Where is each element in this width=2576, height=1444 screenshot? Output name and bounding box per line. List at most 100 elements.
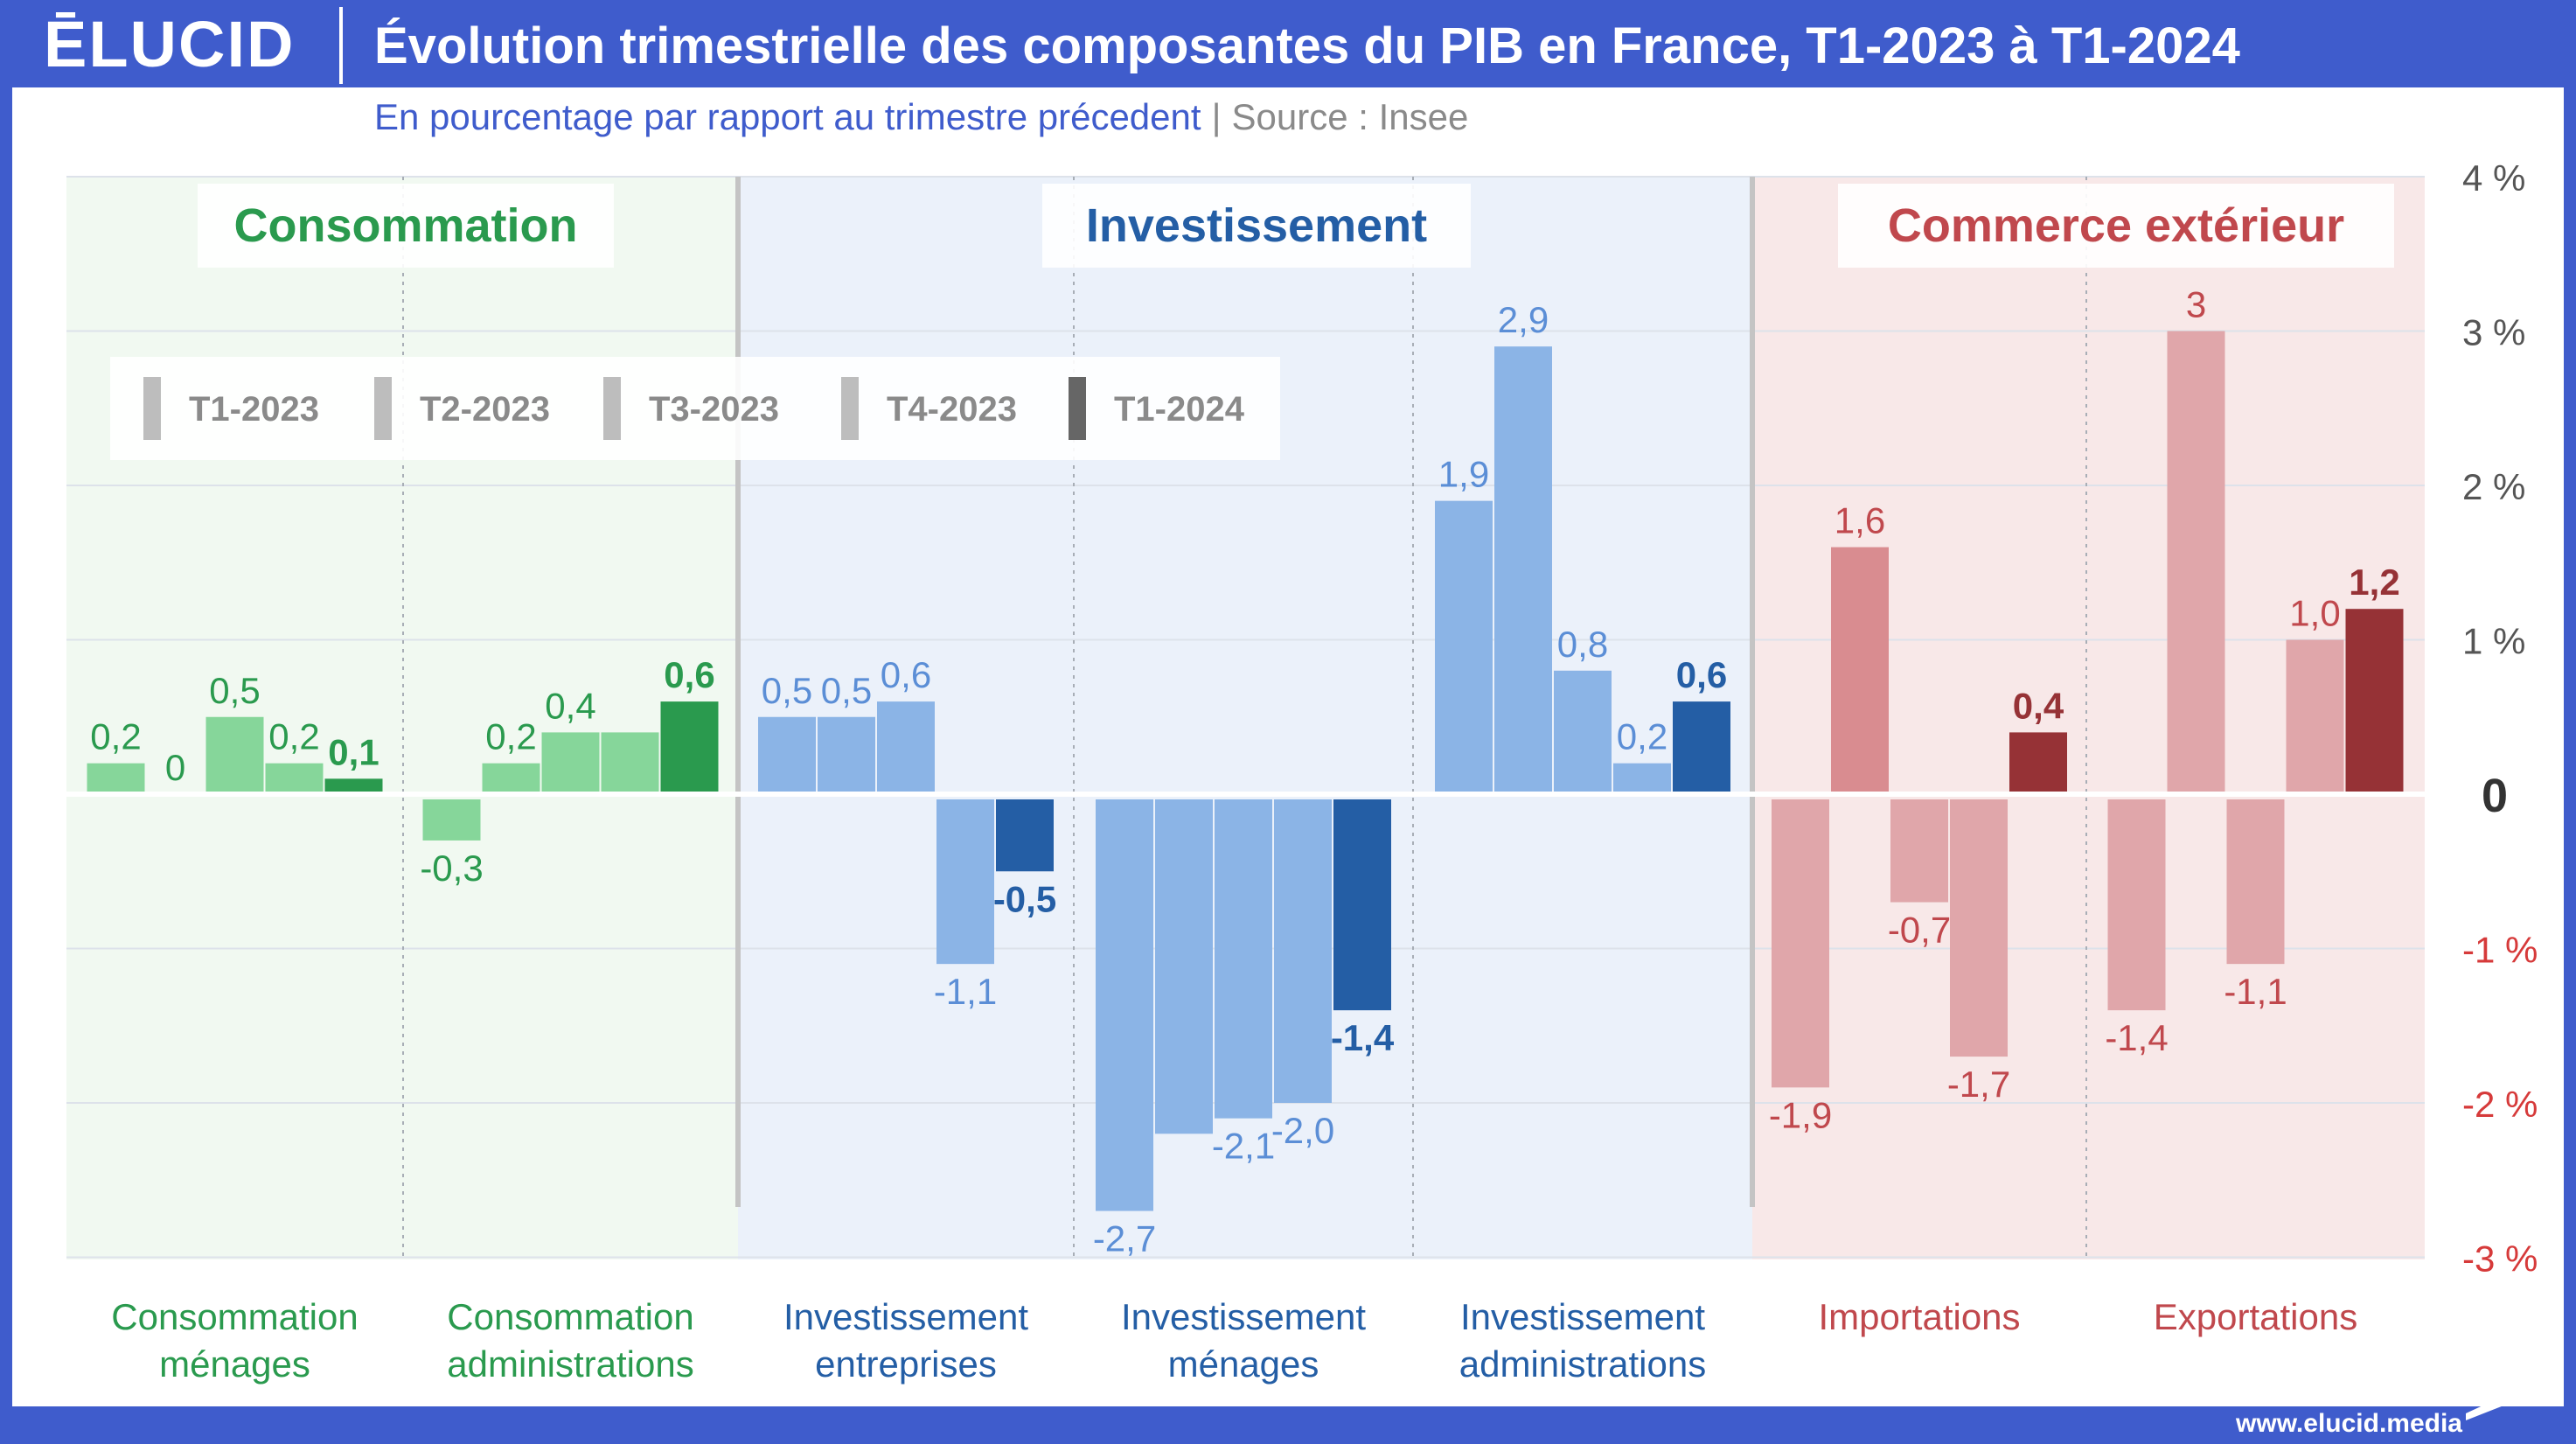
legend-label-T4-2023: T4-2023: [887, 390, 1017, 429]
legend-label-T1-2023: T1-2023: [189, 390, 319, 429]
data-label: 1,0: [2289, 593, 2340, 634]
legend-swatch: [1069, 377, 1086, 440]
section-title-blue: Investissement: [1086, 199, 1427, 252]
data-label: 0,4: [545, 685, 595, 726]
bar: [1613, 763, 1671, 794]
data-label: 0,6: [1676, 654, 1727, 695]
bar: [1435, 500, 1493, 794]
data-label: -0,3: [420, 848, 483, 889]
category-label: Exportations: [2154, 1296, 2357, 1337]
legend-swatch: [143, 377, 161, 440]
data-label: -1,4: [1331, 1017, 1395, 1058]
data-label: -2,0: [1271, 1110, 1334, 1151]
category-label: ménages: [159, 1343, 310, 1385]
data-label: -1,9: [1769, 1094, 1832, 1135]
bar: [601, 732, 659, 794]
bar: [1333, 799, 1391, 1011]
bar: [2345, 609, 2404, 794]
bar: [1831, 547, 1889, 794]
data-label: 0: [165, 747, 185, 788]
bar: [2009, 732, 2067, 794]
y-tick-label: 3 %: [2462, 312, 2525, 353]
bar: [265, 763, 324, 794]
bar: [1890, 799, 1948, 903]
y-tick-label: -3 %: [2462, 1238, 2538, 1280]
bar: [2226, 799, 2285, 965]
y-tick-label: 2 %: [2462, 466, 2525, 507]
legend-swatch: [841, 377, 859, 440]
data-label: 0,2: [1617, 716, 1667, 757]
data-label: 0,6: [664, 654, 714, 695]
bar: [2286, 639, 2344, 794]
section-title-box: [1838, 184, 2394, 268]
data-label: 0,5: [762, 670, 812, 711]
data-label: 0,5: [209, 670, 260, 711]
bar: [422, 799, 481, 841]
category-label: Investissement: [1460, 1296, 1705, 1337]
data-label: -1,1: [934, 971, 997, 1012]
bar: [936, 799, 994, 965]
category-label: ménages: [1168, 1343, 1319, 1385]
section-separator: [735, 177, 741, 1207]
data-label: 1,2: [2349, 562, 2399, 603]
legend-label-T3-2023: T3-2023: [649, 390, 779, 429]
data-label: -1,7: [1947, 1064, 2010, 1105]
category-label: administrations: [447, 1343, 693, 1385]
data-label: -0,7: [1888, 910, 1951, 951]
section-separator: [1750, 177, 1755, 1207]
data-label: 0,4: [2013, 685, 2064, 726]
data-label: -2,7: [1093, 1218, 1156, 1259]
bar: [1215, 799, 1272, 1119]
elucid-logo: ĒLUCID: [44, 8, 296, 80]
subtitle-text: En pourcentage par rapport au trimestre …: [374, 96, 1201, 137]
category-label: entreprises: [815, 1343, 997, 1385]
section-title-box: [1042, 184, 1471, 268]
section-title-box: [198, 184, 614, 268]
bar: [996, 799, 1054, 872]
logo-separator: [339, 7, 343, 84]
y-tick-label: -2 %: [2462, 1084, 2538, 1125]
bar: [541, 732, 600, 794]
data-label: -1,1: [2224, 971, 2287, 1012]
category-label: Consommation: [111, 1296, 358, 1337]
y-tick-label: 1 %: [2462, 621, 2525, 662]
data-label: 0,2: [90, 716, 141, 757]
data-label: 0,2: [485, 716, 536, 757]
category-label: Investissement: [1121, 1296, 1366, 1337]
y-tick-label: 4 %: [2462, 157, 2525, 199]
data-label: 0,1: [328, 731, 379, 772]
data-label: -2,1: [1212, 1126, 1275, 1167]
legend-swatch: [374, 377, 392, 440]
chart-subtitle: En pourcentage par rapport au trimestre …: [374, 96, 1468, 138]
category-label: Consommation: [447, 1296, 693, 1337]
legend-swatch: [603, 377, 621, 440]
section-title-green: Consommation: [233, 199, 577, 252]
data-label: 1,9: [1438, 454, 1489, 495]
data-label: 0,5: [821, 670, 872, 711]
y-tick-label: 0: [2482, 770, 2508, 822]
bar: [1772, 799, 1829, 1088]
bar: [87, 763, 145, 794]
data-label: 0,6: [881, 654, 931, 695]
bar: [877, 701, 935, 794]
legend-label-T2-2023: T2-2023: [420, 390, 550, 429]
category-label: Investissement: [783, 1296, 1028, 1337]
bar: [1673, 701, 1730, 794]
bar: [1274, 799, 1332, 1103]
bar: [482, 763, 540, 794]
legend-label-T1-2024: T1-2024: [1114, 390, 1245, 429]
subtitle-separator: |: [1211, 96, 1222, 137]
data-label: -0,5: [993, 878, 1056, 919]
bar: [205, 716, 264, 794]
source-text: Source : Insee: [1231, 96, 1469, 137]
zero-line: [66, 792, 2425, 797]
footer-url[interactable]: www.elucid.media: [2236, 1409, 2462, 1438]
bar: [1155, 799, 1213, 1134]
data-label: 3: [2186, 284, 2206, 325]
bar: [1096, 799, 1153, 1211]
data-label: 1,6: [1835, 500, 1885, 541]
section-title-red: Commerce extérieur: [1888, 199, 2344, 252]
data-label: 0,8: [1557, 624, 1608, 665]
category-label: Importations: [1818, 1296, 2020, 1337]
